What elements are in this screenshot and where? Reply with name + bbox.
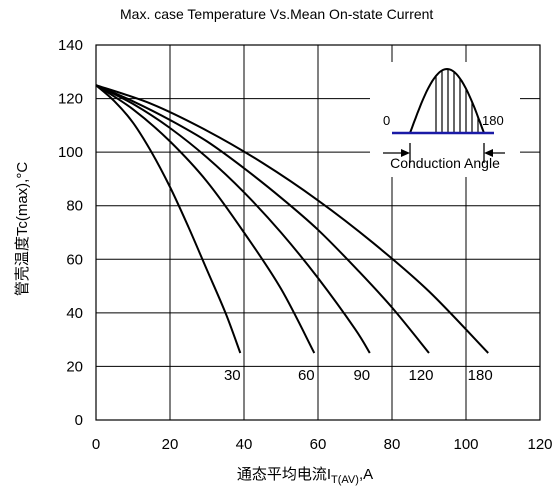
y-tick-label: 60 (66, 251, 83, 268)
x-tick-label: 60 (310, 436, 327, 453)
y-tick-label: 0 (75, 412, 83, 429)
y-tick-label: 120 (58, 91, 83, 108)
series-label-30: 30 (224, 367, 241, 384)
y-tick-label: 20 (66, 358, 83, 375)
y-tick-label: 80 (66, 198, 83, 215)
series-line-120 (95, 84, 430, 354)
inset-right-arrowhead (484, 149, 493, 157)
y-tick-label: 100 (58, 144, 83, 161)
y-axis-ticks: 0 20 40 60 80 100 120 140 (58, 37, 83, 429)
x-tick-label: 120 (527, 436, 552, 453)
x-tick-label: 40 (236, 436, 253, 453)
series-line-60 (95, 84, 316, 354)
series-labels: 30 60 90 120 180 (224, 367, 493, 384)
inset-hatch-lines (435, 69, 479, 133)
series-label-60: 60 (298, 367, 315, 384)
x-axis-label-subscript: T(AV) (331, 474, 359, 486)
series-line-180 (95, 84, 489, 354)
series-label-120: 120 (408, 367, 433, 384)
y-axis-label: 管壳温度Tc(max),°C (14, 162, 31, 296)
x-tick-label: 0 (92, 436, 100, 453)
inset-left-label: 0 (383, 113, 390, 128)
y-tick-label: 140 (58, 37, 83, 54)
x-axis-label: 通态平均电流IT(AV),A (237, 466, 373, 486)
x-tick-label: 80 (384, 436, 401, 453)
series-line-30 (95, 84, 242, 354)
inset-caption: Conduction Angle (390, 155, 500, 171)
x-axis-label-suffix: ,A (359, 466, 373, 483)
series-label-90: 90 (353, 367, 370, 384)
series-line-90 (95, 84, 371, 354)
series-label-180: 180 (468, 367, 493, 384)
inset-left-arrowhead (401, 149, 410, 157)
inset-half-sine-curve (409, 67, 485, 134)
inset-background (370, 62, 520, 177)
x-tick-label: 100 (453, 436, 478, 453)
chart-title: Max. case Temperature Vs.Mean On-state C… (120, 6, 433, 22)
inset-right-label: 180 (482, 113, 504, 128)
series-lines (95, 84, 489, 354)
x-axis-label-main: 通态平均电流I (237, 466, 331, 483)
y-tick-label: 40 (66, 305, 83, 322)
x-tick-label: 20 (162, 436, 179, 453)
x-axis-ticks: 0 20 40 60 80 100 120 (92, 436, 553, 453)
conduction-angle-inset: 0 180 Conduction Angle (370, 62, 520, 177)
